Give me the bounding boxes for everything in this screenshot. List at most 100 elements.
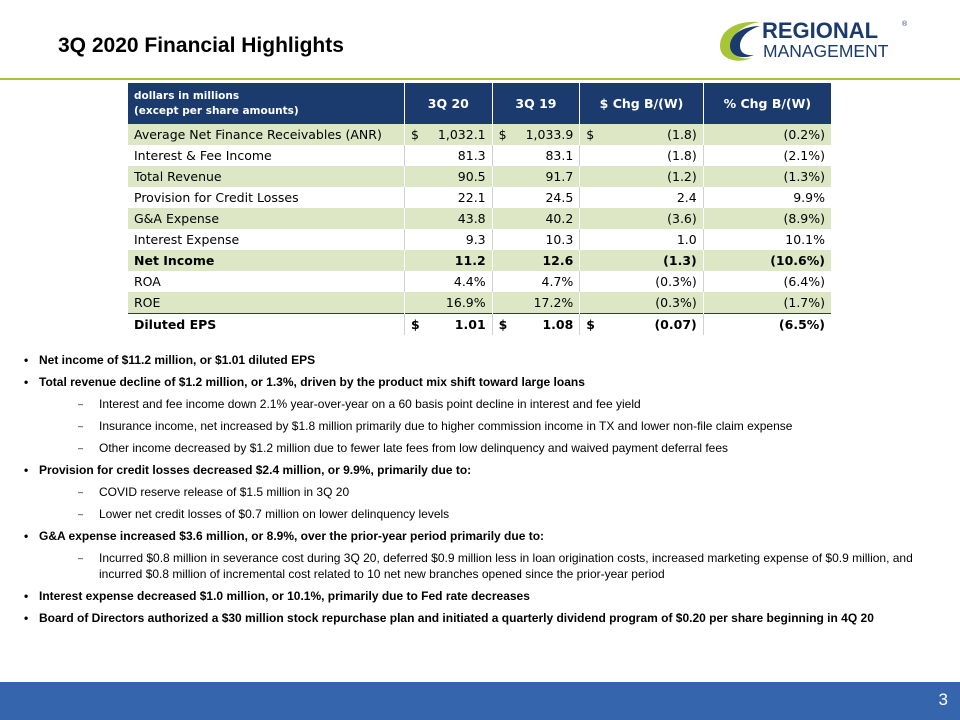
currency-symbol: $ (411, 127, 419, 142)
row-label: Provision for Credit Losses (128, 187, 405, 208)
row-label: Diluted EPS (128, 313, 405, 335)
logo-line1: REGIONAL (762, 18, 878, 43)
cell-col-4: (2.1%) (703, 145, 831, 166)
cell-col-3: (1.8) (579, 145, 704, 166)
cell-value: 90.5 (457, 169, 486, 184)
cell-value: 9.9% (793, 190, 825, 205)
cell-value: (3.6) (667, 211, 697, 226)
currency-symbol: $ (586, 127, 595, 142)
cell-value: (2.1%) (783, 148, 825, 163)
sub-bullet-item: COVID reserve release of $1.5 million in… (22, 484, 942, 500)
table-row: Provision for Credit Losses 22.1 24.5 2.4 9.… (128, 187, 831, 208)
row-label: Net Income (128, 250, 405, 271)
cell-value: (10.6%) (770, 253, 825, 268)
currency-symbol: $ (411, 317, 420, 332)
cell-col-3: (0.3%) (579, 271, 704, 292)
header-divider (0, 78, 960, 80)
bullet-item: Board of Directors authorized a $30 mill… (22, 610, 942, 626)
cell-value: 24.5 (545, 190, 574, 205)
header-label-line1: dollars in millions (134, 89, 240, 102)
cell-value: (1.8) (667, 148, 697, 163)
cell-value: (0.3%) (655, 274, 697, 289)
bullet-text: G&A expense increased $3.6 million, or 8… (39, 529, 545, 543)
header-col-1: 3Q 20 (404, 83, 493, 124)
cell-col-2: 12.6 (492, 250, 581, 271)
cell-col-3: (1.2) (579, 166, 704, 187)
bullet-text: Provision for credit losses decreased $2… (39, 463, 472, 477)
cell-col-3: 2.4 (579, 187, 704, 208)
cell-col-4: 10.1% (703, 229, 831, 250)
cell-col-2: 91.7 (492, 166, 581, 187)
cell-value: 11.2 (454, 253, 486, 268)
cell-value: (1.3%) (783, 169, 825, 184)
cell-col-2: 24.5 (492, 187, 581, 208)
table-row: ROE 16.9% 17.2% (0.3%) (1.7%) (128, 292, 831, 314)
logo-line2: MANAGEMENT (763, 41, 889, 61)
cell-col-1: 16.9% (404, 292, 493, 314)
row-label: Interest Expense (128, 229, 405, 250)
bullet-item: Provision for credit losses decreased $2… (22, 462, 942, 478)
cell-col-2: 83.1 (492, 145, 581, 166)
cell-value: (0.2%) (783, 127, 825, 142)
logo-swoosh-icon (720, 21, 760, 61)
header-label: dollars in millions (except per share am… (128, 83, 405, 124)
sub-bullet-item: Lower net credit losses of $0.7 million … (22, 506, 942, 522)
cell-col-4: (10.6%) (703, 250, 831, 271)
cell-col-1: $1,032.1 (404, 124, 493, 145)
table-row: G&A Expense 43.8 40.2 (3.6) (8.9%) (128, 208, 831, 229)
cell-col-2: 17.2% (492, 292, 581, 314)
cell-col-2: 4.7% (492, 271, 581, 292)
cell-value: 12.6 (542, 253, 574, 268)
cell-col-2: 10.3 (492, 229, 581, 250)
logo-registered-mark: ® (902, 20, 908, 28)
cell-value: 40.2 (545, 211, 574, 226)
row-label: Total Revenue (128, 166, 405, 187)
cell-value: 4.7% (541, 274, 574, 289)
currency-symbol: $ (586, 317, 595, 332)
cell-col-1: 9.3 (404, 229, 493, 250)
table-row: Total Revenue 90.5 91.7 (1.2) (1.3%) (128, 166, 831, 187)
cell-col-1: 4.4% (404, 271, 493, 292)
header-col-4: % Chg B/(W) (703, 83, 831, 124)
table-row: Net Income 11.2 12.6 (1.3) (10.6%) (128, 250, 831, 271)
cell-col-3: (1.3) (579, 250, 704, 271)
cell-col-3: $ (0.07) (579, 313, 704, 335)
cell-value: 91.7 (545, 169, 574, 184)
cell-col-1: 22.1 (404, 187, 493, 208)
cell-value: 83.1 (545, 148, 574, 163)
cell-col-3: (3.6) (579, 208, 704, 229)
cell-col-4: (1.7%) (703, 292, 831, 314)
cell-value: 1,032.1 (437, 127, 486, 142)
row-label: ROA (128, 271, 405, 292)
cell-value: (6.5%) (778, 317, 825, 332)
table-row: Average Net Finance Receivables (ANR) $1,… (128, 124, 831, 145)
cell-col-2: $1,033.9 (492, 124, 581, 145)
row-label: Average Net Finance Receivables (ANR) (128, 124, 405, 145)
cell-col-1: $1.01 (404, 313, 493, 335)
cell-value: 10.3 (545, 232, 574, 247)
cell-value: (0.3%) (655, 295, 697, 310)
financial-table: dollars in millions (except per share am… (128, 83, 831, 335)
bullet-text: Net income of $11.2 million, or $1.01 di… (39, 353, 316, 367)
cell-col-2: $1.08 (492, 313, 581, 335)
page-title: 3Q 2020 Financial Highlights (58, 34, 344, 57)
cell-value: 22.1 (457, 190, 486, 205)
cell-value: (6.4%) (783, 274, 825, 289)
cell-col-4: (1.3%) (703, 166, 831, 187)
bullet-text: Board of Directors authorized a $30 mill… (39, 611, 874, 625)
cell-value: (1.2) (667, 169, 697, 184)
cell-value: 1.01 (454, 317, 486, 332)
cell-value: 9.3 (465, 232, 486, 247)
cell-value: 10.1% (785, 232, 825, 247)
header-col-3: $ Chg B/(W) (579, 83, 704, 124)
cell-col-4: (6.4%) (703, 271, 831, 292)
bullet-text: Total revenue decline of $1.2 million, o… (39, 375, 585, 389)
cell-value: (1.3) (663, 253, 697, 268)
footer-bar: 3 (0, 682, 960, 720)
company-logo: REGIONAL ® MANAGEMENT (720, 18, 908, 61)
cell-value: 16.9% (445, 295, 486, 310)
bullet-text: Interest expense decreased $1.0 million,… (39, 589, 530, 603)
page-number: 3 (938, 690, 948, 709)
cell-value: 81.3 (457, 148, 486, 163)
bullet-item: Interest expense decreased $1.0 million,… (22, 588, 942, 604)
